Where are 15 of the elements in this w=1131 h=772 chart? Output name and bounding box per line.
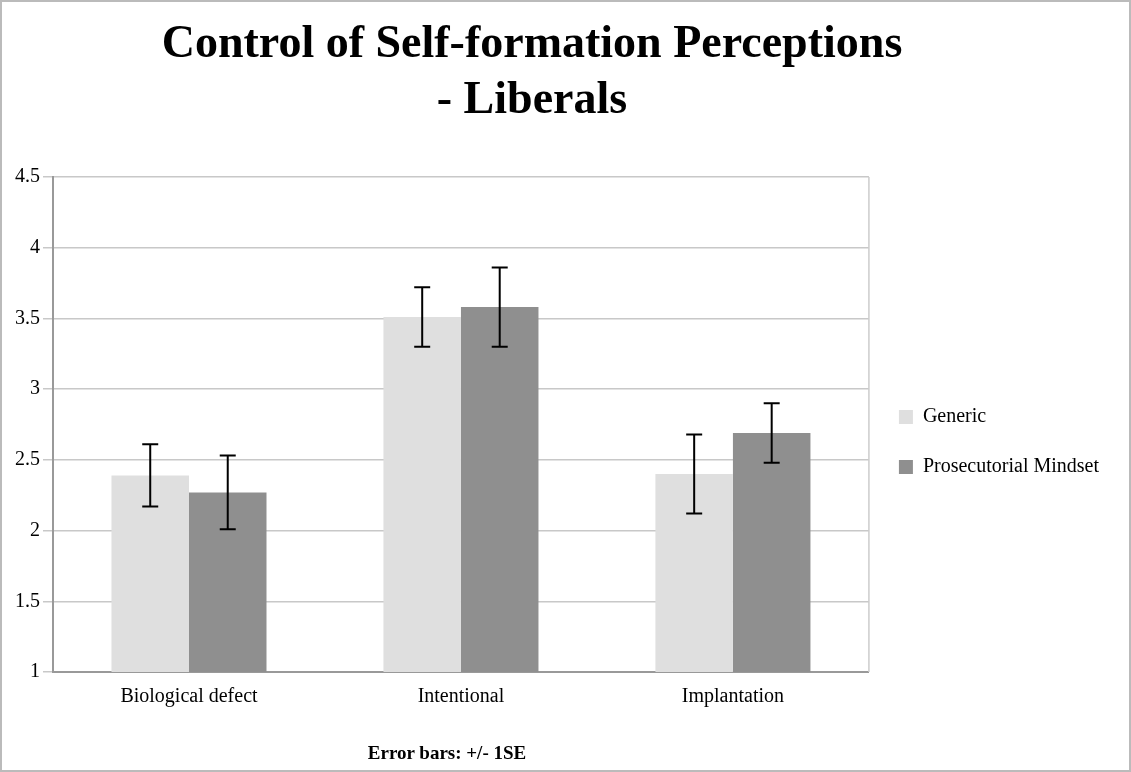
y-tick-label: 2 xyxy=(30,517,40,540)
y-tick-label: 3.5 xyxy=(15,305,40,328)
y-tick-label: 3 xyxy=(30,376,40,399)
x-tick-label: Biological defect xyxy=(120,684,259,708)
legend-label: Prosecutorial Mindset xyxy=(922,454,1100,477)
x-tick-label: Intentional xyxy=(417,684,505,707)
y-tick-label: 2.5 xyxy=(15,447,40,470)
y-tick-label: 1 xyxy=(30,659,40,682)
text: Error bars: +/- 1SE xyxy=(366,742,528,764)
chart-title: Control of Self-formation Perceptions - Liberals xyxy=(160,15,904,125)
x-tick-label: Implantation xyxy=(681,684,785,708)
y-tick-label: 4.5 xyxy=(15,164,40,187)
y-tick-label: 1.5 xyxy=(15,588,40,611)
y-tick-label: 4 xyxy=(30,234,40,257)
legend-label: Generic xyxy=(922,404,987,427)
